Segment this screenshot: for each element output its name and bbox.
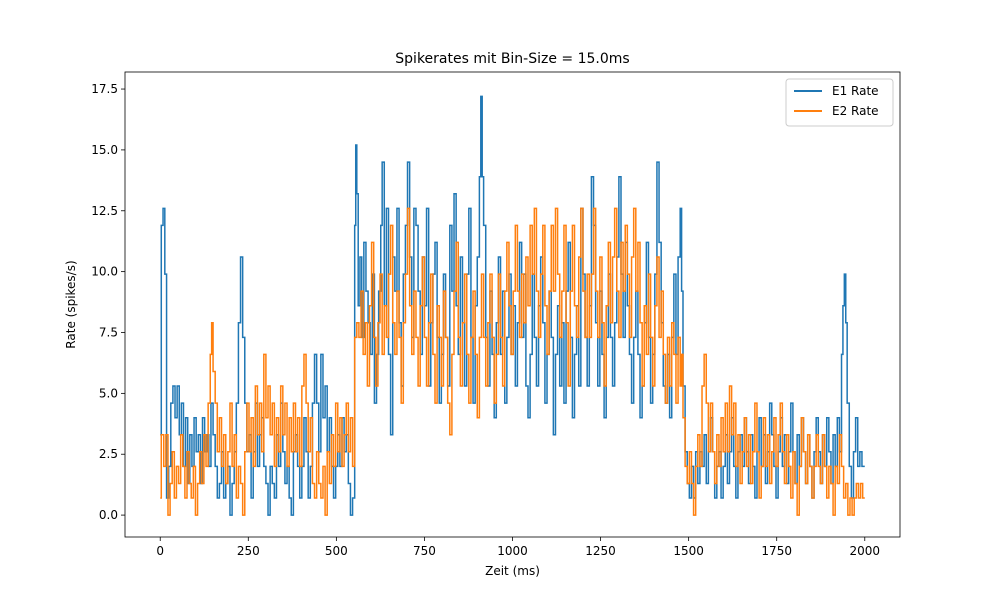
y-tick-label: 12.5	[91, 204, 118, 218]
y-axis-label: Rate (spikes/s)	[64, 260, 78, 348]
y-tick-label: 17.5	[91, 82, 118, 96]
series-layer	[160, 95, 865, 516]
x-axis-ticks: 0 250 500 750 1000 1250 1500 1750 2000	[156, 537, 880, 558]
y-tick-label: 7.5	[99, 325, 118, 339]
x-tick-label: 250	[237, 544, 260, 558]
legend: E1 Rate E2 Rate	[785, 78, 894, 127]
x-tick-label: 1500	[673, 544, 704, 558]
y-axis-ticks: 0.0 2.5 5.0 7.5 10.0 12.5 15.0 17.5	[91, 82, 125, 522]
legend-label-e1: E1 Rate	[832, 84, 879, 98]
x-tick-label: 1750	[761, 544, 792, 558]
x-tick-label: 500	[325, 544, 348, 558]
y-tick-label: 10.0	[91, 265, 118, 279]
x-axis-label: Zeit (ms)	[485, 564, 540, 578]
series-line-e2-rate	[160, 207, 865, 516]
x-tick-label: 0	[156, 544, 164, 558]
x-tick-label: 1000	[497, 544, 528, 558]
legend-label-e2: E2 Rate	[832, 104, 879, 118]
y-tick-label: 5.0	[99, 386, 118, 400]
x-tick-label: 1250	[585, 544, 616, 558]
chart-title: Spikerates mit Bin-Size = 15.0ms	[395, 51, 629, 67]
y-tick-label: 15.0	[91, 143, 118, 157]
x-tick-label: 2000	[849, 544, 880, 558]
y-tick-label: 2.5	[99, 447, 118, 461]
x-tick-label: 750	[413, 544, 436, 558]
y-tick-label: 0.0	[99, 508, 118, 522]
